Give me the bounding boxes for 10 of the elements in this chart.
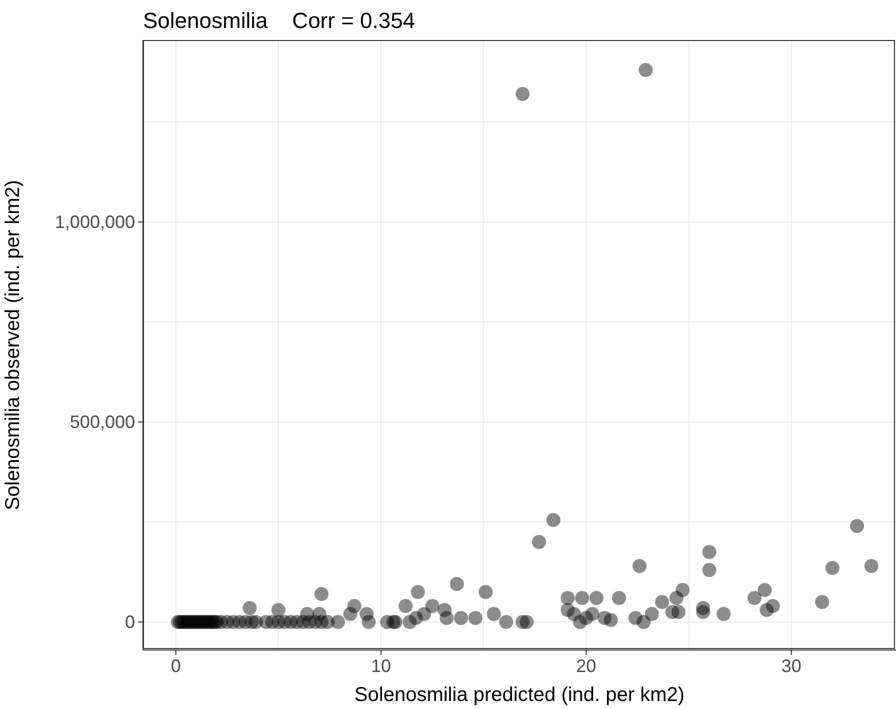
y-tick-label: 500,000 — [70, 412, 135, 432]
x-tick-label: 0 — [170, 656, 181, 676]
x-tick-label: 30 — [781, 656, 802, 676]
x-tick-label: 20 — [576, 656, 596, 676]
y-axis-title: Solenosmilia observed (ind. per km2) — [2, 180, 24, 510]
y-tick-label: 1,000,000 — [54, 212, 135, 232]
x-tick-label: 10 — [370, 656, 392, 676]
y-tick-label: 0 — [124, 612, 135, 632]
chart-title: Solenosmilia Corr = 0.354 — [143, 8, 416, 34]
x-axis-title: Solenosmilia predicted (ind. per km2) — [354, 684, 685, 706]
